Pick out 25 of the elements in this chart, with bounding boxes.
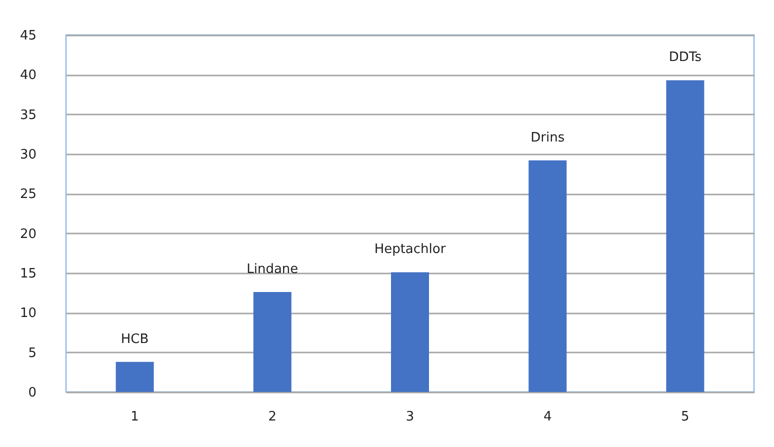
x-tick-label: 5 [681, 410, 690, 424]
y-tick-label: 0 [28, 386, 36, 400]
y-tick-label: 15 [20, 266, 36, 282]
x-tick-label: 1 [130, 410, 139, 424]
annotation: Heptachlor [374, 242, 446, 258]
x-tick-label: 4 [543, 410, 552, 424]
y-tick-label: 45 [20, 28, 36, 44]
annotation: Lindane [246, 262, 298, 278]
x-tick-label: 3 [406, 410, 414, 424]
annotation: HCB [120, 332, 149, 347]
bar [528, 160, 567, 392]
y-tick-label: 10 [20, 306, 36, 322]
bar [666, 80, 704, 392]
y-tick-label: 35 [20, 108, 36, 123]
y-tick-label: 20 [20, 226, 36, 242]
bar [253, 292, 292, 392]
annotation: Drins [530, 130, 565, 146]
y-tick-label: 40 [20, 68, 36, 84]
y-tick-label: 25 [20, 187, 36, 202]
x-tick-label: 2 [268, 410, 277, 424]
annotation: DDTs [668, 50, 702, 66]
bar [391, 272, 429, 392]
y-tick-label: 30 [20, 148, 36, 162]
y-tick-label: 5 [28, 346, 36, 361]
bar [116, 362, 154, 392]
